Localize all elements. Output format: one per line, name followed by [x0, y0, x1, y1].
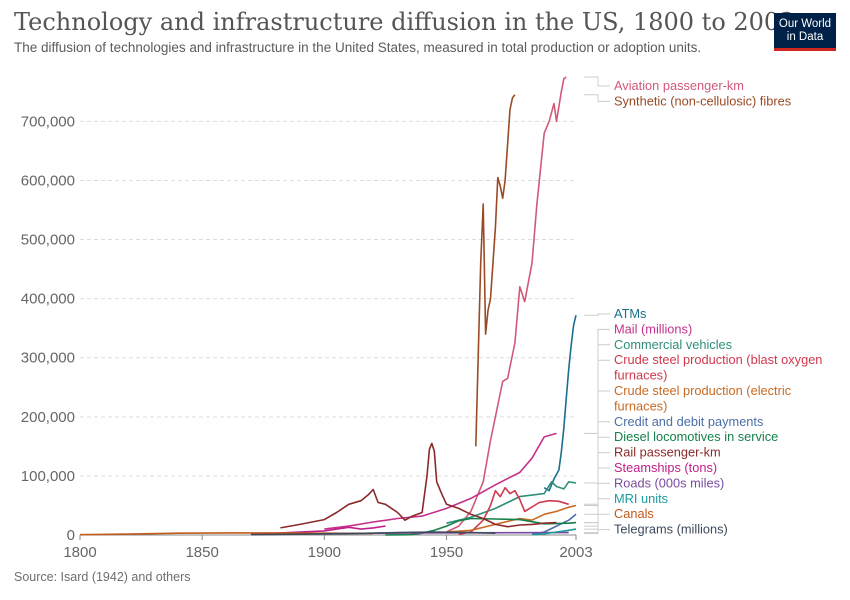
legend-label[interactable]: Canals: [614, 506, 654, 521]
legend-label[interactable]: ATMs: [614, 306, 646, 321]
legend-label[interactable]: MRI units: [614, 491, 668, 506]
legend-label[interactable]: Crude steel production (electric: [614, 383, 792, 398]
source-note: Source: Isard (1942) and others: [14, 570, 191, 584]
legend-connector: [584, 529, 610, 534]
legend-label[interactable]: furnaces): [614, 398, 667, 413]
legend-connector: [584, 313, 610, 316]
x-tick-label: 1900: [308, 544, 341, 561]
logo-line-1: Our World: [778, 18, 832, 30]
legend-label[interactable]: furnaces): [614, 368, 667, 383]
logo-line-2: in Data: [786, 31, 824, 43]
series-line-telegrams-millions[interactable]: [250, 531, 496, 536]
y-tick-label: 700,000: [21, 113, 75, 130]
legend-label[interactable]: Diesel locomotives in service: [614, 429, 778, 444]
legend-label[interactable]: Crude steel production (blast oxygen: [614, 352, 822, 367]
series-line-crude-steel-production-blast-oxygen-furnaces[interactable]: [458, 486, 569, 536]
y-tick-label: 500,000: [21, 232, 75, 249]
y-tick-label: 0: [67, 527, 75, 544]
owid-logo[interactable]: Our World in Data: [774, 13, 836, 51]
legend-label[interactable]: Roads (000s miles): [614, 475, 724, 490]
y-tick-label: 600,000: [21, 172, 75, 189]
legend-label[interactable]: Synthetic (non-cellulosic) fibres: [614, 93, 791, 108]
series-line-atms[interactable]: [543, 315, 577, 492]
legend-connector: [584, 344, 610, 484]
legend-connector: [584, 94, 610, 102]
y-tick-label: 300,000: [21, 350, 75, 367]
x-tick-label: 1800: [63, 544, 96, 561]
x-tick-label: 1950: [430, 544, 463, 561]
chart-title: Technology and infrastructure diffusion …: [14, 8, 795, 36]
series-line-mail-millions[interactable]: [324, 432, 557, 530]
legend-label[interactable]: Commercial vehicles: [614, 337, 732, 352]
legend-connector: [584, 452, 610, 524]
legend-label[interactable]: Credit and debit payments: [614, 414, 763, 429]
series-layer: [79, 76, 577, 536]
legend-connector: [584, 513, 610, 534]
logo-accent-bar: [774, 48, 836, 51]
legend-connector: [584, 390, 610, 506]
series-line-commercial-vehicles[interactable]: [446, 481, 577, 524]
series-line-synthetic-non-cellulosic-fibres[interactable]: [475, 94, 516, 447]
legend-label[interactable]: Telegrams (millions): [614, 522, 728, 537]
x-tick-label: 2003: [559, 544, 592, 561]
legend-label[interactable]: Steamships (tons): [614, 460, 717, 475]
legend-connector: [584, 76, 610, 87]
legend-connector: [584, 436, 610, 524]
legend-connector: [584, 467, 610, 527]
chart-subtitle: The diffusion of technologies and infras…: [14, 40, 702, 55]
x-tick-label: 1850: [185, 544, 218, 561]
y-tick-label: 400,000: [21, 291, 75, 308]
grid-layer: [80, 120, 576, 477]
series-line-mri-units[interactable]: [531, 528, 577, 536]
legend-label[interactable]: Aviation passenger-km: [614, 78, 744, 93]
series-line-rail-passenger-km[interactable]: [280, 442, 557, 529]
axis-layer: 0 100,000 200,000 300,000 400,000 500,000 600,…: [21, 113, 593, 561]
legend-label[interactable]: Mail (millions): [614, 321, 692, 336]
legend-label[interactable]: Rail passenger-km: [614, 445, 721, 460]
series-line-aviation-passenger-km[interactable]: [446, 76, 567, 533]
legend-connector: [584, 482, 610, 534]
series-line-crude-steel-production-electric-furnaces[interactable]: [446, 504, 577, 533]
y-tick-label: 200,000: [21, 409, 75, 426]
y-tick-label: 100,000: [21, 468, 75, 485]
